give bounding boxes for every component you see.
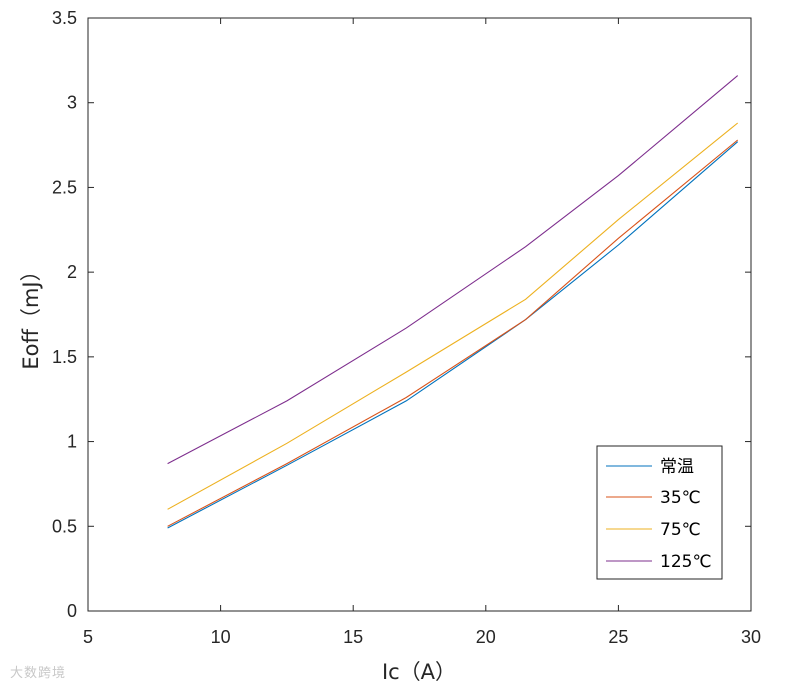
x-axis-ticks: 5 10 15 20 25 30 bbox=[83, 18, 761, 647]
y-axis-title: Eoff（mJ） bbox=[19, 260, 43, 369]
x-tick-label: 20 bbox=[476, 627, 496, 647]
x-tick-label: 25 bbox=[608, 627, 628, 647]
watermark: 大数跨境 bbox=[10, 666, 67, 681]
legend-label-2: 75℃ bbox=[660, 520, 701, 540]
y-tick-label: 1.5 bbox=[52, 347, 77, 367]
y-tick-label: 1 bbox=[67, 432, 77, 452]
x-tick-label: 5 bbox=[83, 627, 93, 647]
y-tick-label: 2.5 bbox=[52, 177, 77, 197]
y-tick-label: 2 bbox=[67, 262, 77, 282]
x-tick-label: 10 bbox=[211, 627, 231, 647]
series-layer bbox=[167, 75, 739, 529]
y-tick-label: 3 bbox=[67, 93, 77, 113]
y-tick-label: 0 bbox=[67, 601, 77, 621]
legend-box bbox=[596, 445, 723, 580]
legend-label-3: 125℃ bbox=[660, 552, 712, 572]
x-tick-label: 15 bbox=[343, 627, 363, 647]
y-tick-label: 3.5 bbox=[52, 8, 77, 28]
series-line-3 bbox=[167, 75, 739, 465]
legend-label-1: 35℃ bbox=[660, 488, 701, 508]
y-tick-label: 0.5 bbox=[52, 516, 77, 536]
series-line-2 bbox=[167, 122, 739, 510]
x-axis-title: Ic（A） bbox=[382, 660, 456, 684]
series-line-1 bbox=[167, 139, 739, 527]
legend: 常温 35℃ 75℃ 125℃ bbox=[596, 445, 723, 580]
series-line-0 bbox=[167, 141, 739, 529]
legend-label-0: 常温 bbox=[660, 457, 694, 477]
y-axis-ticks: 0 0.5 1 1.5 2 2.5 3 3.5 bbox=[52, 8, 751, 621]
x-tick-label: 30 bbox=[741, 627, 761, 647]
